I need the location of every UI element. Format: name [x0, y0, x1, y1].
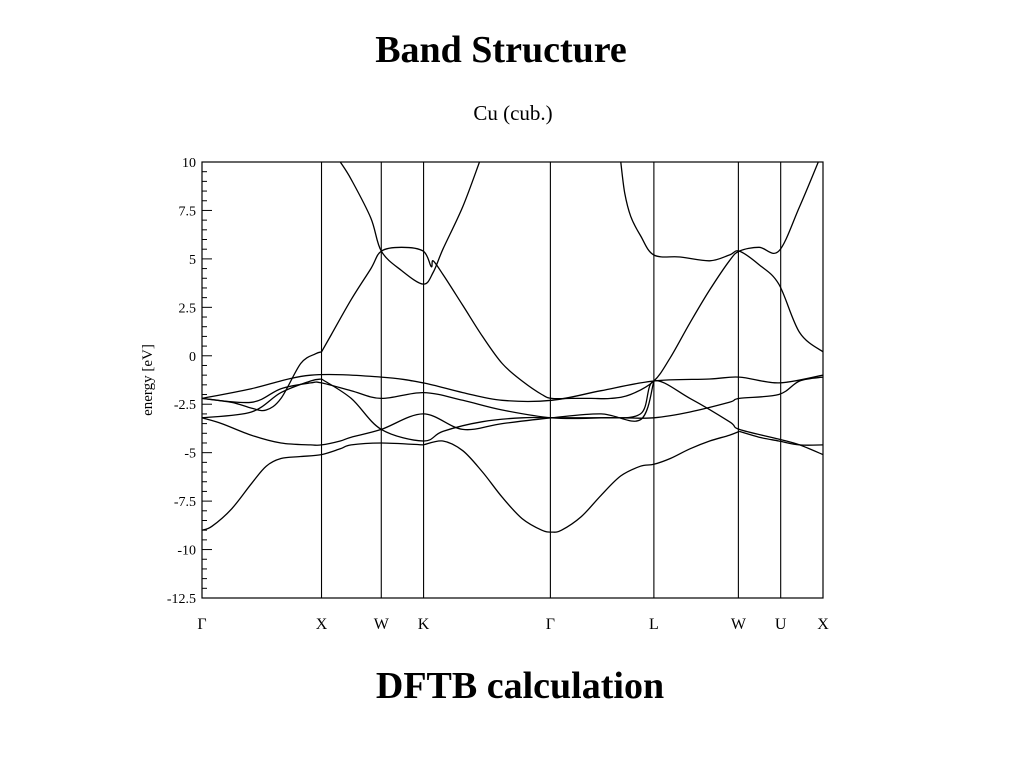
- band-curves: [202, 162, 823, 533]
- band-line: [339, 162, 481, 285]
- k-point-label: W: [374, 616, 390, 633]
- band-line: [202, 351, 322, 412]
- y-tick-label: -10: [177, 544, 196, 559]
- chart-title: Cu (cub.): [473, 101, 552, 125]
- k-point-label: W: [731, 616, 747, 633]
- y-tick-label: 7.5: [179, 204, 197, 219]
- band-line: [202, 373, 823, 403]
- k-point-label: Γ: [197, 616, 206, 633]
- k-point-label: K: [418, 616, 430, 633]
- k-point-label: L: [649, 616, 659, 633]
- band-line: [423, 430, 740, 533]
- plot-frame: [201, 161, 824, 599]
- y-tick-label: -12.5: [167, 592, 196, 607]
- y-tick-label: 10: [182, 156, 196, 171]
- y-tick-label: 0: [189, 350, 196, 365]
- y-tick-label: 5: [189, 253, 196, 268]
- k-point-label: X: [817, 616, 829, 633]
- k-point-label: Γ: [546, 616, 555, 633]
- band-line: [202, 380, 655, 446]
- band-line: [202, 380, 823, 456]
- band-group: [202, 162, 823, 533]
- y-axis: 10 7.5 5 2.5 0 -2.5 -5 -7.5 -10 -12.5: [167, 156, 212, 607]
- y-tick-label: -2.5: [174, 398, 196, 413]
- k-point-label: X: [316, 616, 328, 633]
- band-line: [202, 378, 322, 419]
- band-line: [620, 162, 823, 353]
- slide-title: Band Structure: [375, 29, 627, 71]
- y-tick-label: -5: [184, 447, 196, 462]
- band-line: [202, 442, 424, 531]
- y-tick-label: 2.5: [179, 301, 197, 316]
- y-axis-label: energy [eV]: [140, 344, 156, 416]
- slide-footer: DFTB calculation: [375, 665, 665, 707]
- high-symmetry-lines: [320, 162, 782, 598]
- band-line: [739, 430, 823, 446]
- band-line: [320, 162, 819, 400]
- k-point-label: U: [775, 616, 787, 633]
- y-tick-label: -7.5: [174, 495, 196, 510]
